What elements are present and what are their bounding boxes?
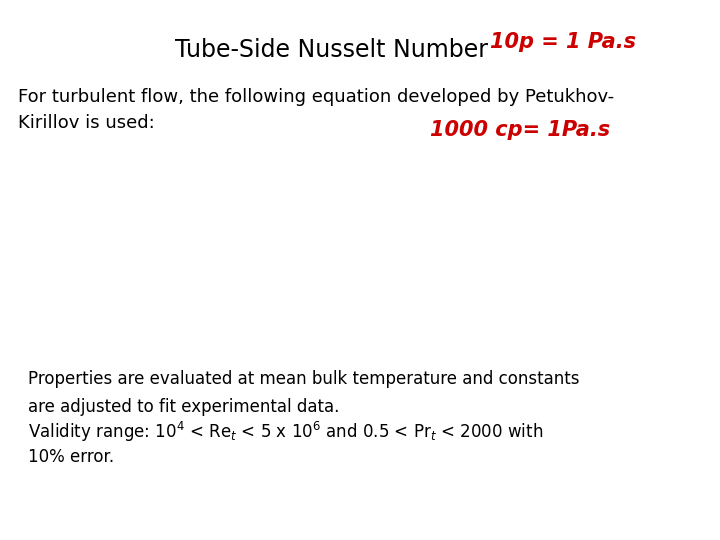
Text: are adjusted to fit experimental data.: are adjusted to fit experimental data. [28, 398, 339, 416]
Text: 10p = 1 Pa.s: 10p = 1 Pa.s [490, 32, 636, 52]
Text: Properties are evaluated at mean bulk temperature and constants: Properties are evaluated at mean bulk te… [28, 370, 580, 388]
Text: 1000 cp= 1Pa.s: 1000 cp= 1Pa.s [430, 120, 610, 140]
Text: Validity range: $10^4$ < Re$_t$ < 5 x $10^6$ and 0.5 < Pr$_t$ < 2000 with: Validity range: $10^4$ < Re$_t$ < 5 x $1… [28, 420, 543, 444]
Text: 10% error.: 10% error. [28, 448, 114, 466]
Text: For turbulent flow, the following equation developed by Petukhov-
Kirillov is us: For turbulent flow, the following equati… [18, 88, 614, 132]
Text: Tube-Side Nusselt Number: Tube-Side Nusselt Number [175, 38, 488, 62]
